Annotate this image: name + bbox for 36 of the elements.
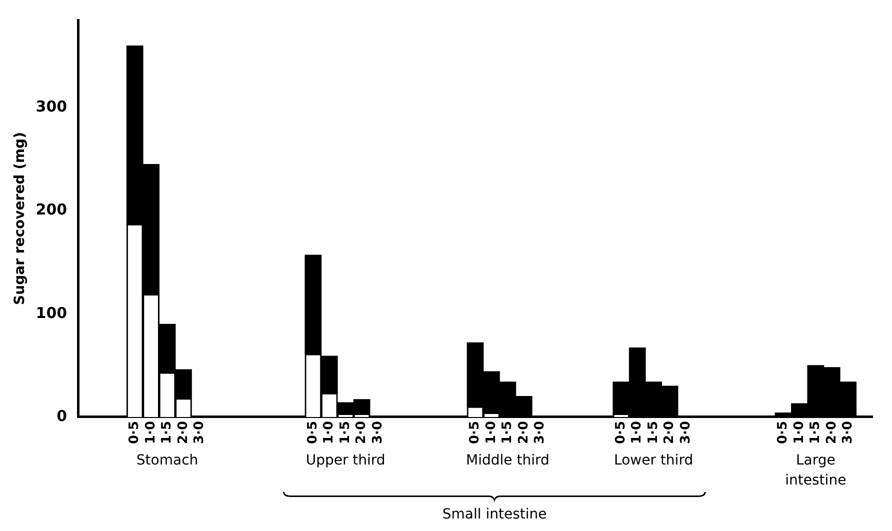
x-tick-label: 1·0	[484, 420, 499, 444]
x-tick-label: 3·0	[192, 420, 208, 444]
text: Middle third	[466, 452, 550, 469]
x-tick-label: 1·0	[630, 420, 645, 444]
text: Upper third	[306, 452, 386, 469]
y-tick-label: 200	[36, 200, 68, 219]
x-tick-label: 0·5	[127, 420, 142, 444]
x-tick-label: 1·5	[808, 420, 824, 444]
y-axis-title: Sugar recovered (mg)	[12, 132, 28, 305]
text: Lower third	[614, 452, 694, 469]
x-tick-label: 3·0	[532, 420, 548, 444]
x-tick-label: 0·5	[468, 420, 483, 444]
x-tick-label: 2·0	[662, 420, 678, 444]
x-tick-label: 1·0	[143, 420, 158, 444]
x-tick-label: 1·0	[792, 420, 807, 444]
x-tick-label: 2·0	[354, 420, 370, 444]
y-tick-label: 300	[36, 98, 68, 116]
x-tick-label: 3·0	[840, 420, 856, 444]
x-tick-label: 1·0	[322, 420, 337, 444]
x-tick-label: 0·5	[776, 420, 791, 444]
x-tick-label: 0·5	[614, 420, 629, 444]
text: Small intestine	[442, 506, 547, 523]
x-tick-label: 3·0	[370, 420, 386, 444]
y-tick-label: 100	[36, 304, 68, 322]
y-tick-label: 0	[56, 406, 68, 425]
x-tick-label: 2·0	[824, 420, 840, 444]
text: Stomach	[136, 452, 198, 469]
x-tick-label: 1·5	[338, 420, 353, 444]
x-tick-label: 1·5	[160, 420, 175, 444]
x-tick-label: 2·0	[176, 420, 191, 444]
x-tick-label: 1·5	[500, 420, 516, 444]
x-tick-label: 1·5	[646, 420, 661, 444]
x-tick-label: 0·5	[306, 420, 321, 444]
x-tick-label: 3·0	[678, 420, 694, 444]
x-tick-label: 2·0	[516, 420, 532, 444]
text: Large intestine	[785, 452, 846, 489]
